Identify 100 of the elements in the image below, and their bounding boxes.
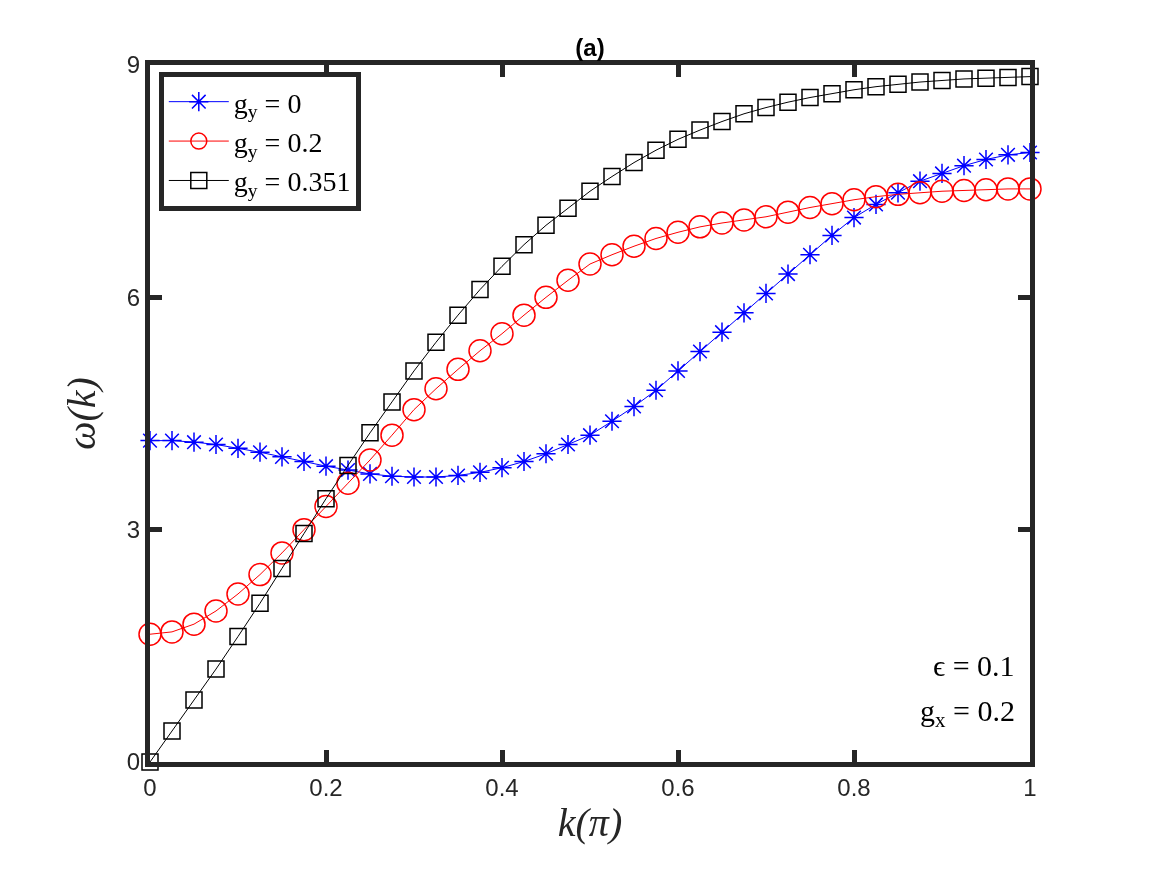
- point: [689, 341, 711, 362]
- point: [493, 257, 511, 276]
- point: [556, 268, 580, 293]
- point: [647, 141, 665, 159]
- point: [975, 149, 997, 170]
- point: [163, 722, 181, 740]
- point: [447, 465, 469, 486]
- point: [865, 194, 887, 215]
- point: [909, 170, 931, 192]
- point: [183, 431, 205, 453]
- point: [578, 252, 602, 276]
- point: [691, 121, 709, 139]
- point: [997, 144, 1019, 166]
- point: [644, 226, 668, 251]
- y-tick-label: 3: [126, 516, 141, 544]
- point: [380, 423, 404, 447]
- point: [273, 559, 291, 578]
- point: [182, 612, 206, 636]
- point: [931, 163, 953, 184]
- point: [820, 191, 844, 216]
- point: [645, 379, 667, 401]
- point: [405, 362, 423, 380]
- point: [314, 494, 338, 519]
- point: [337, 459, 359, 481]
- point: [688, 215, 712, 239]
- y-tick-label: 6: [126, 283, 141, 311]
- point: [603, 167, 621, 186]
- legend-label: g$_{y}$ = 0.351: [233, 166, 351, 202]
- point: [930, 179, 954, 203]
- point: [207, 660, 225, 678]
- y-tick-label: 9: [126, 51, 141, 79]
- point: [427, 333, 445, 351]
- point: [160, 620, 184, 644]
- point: [864, 184, 888, 209]
- point: [581, 182, 599, 200]
- point: [713, 112, 731, 131]
- point: [625, 153, 643, 172]
- point: [534, 285, 558, 310]
- point: [669, 130, 687, 149]
- point: [823, 84, 841, 103]
- point: [271, 446, 293, 468]
- point: [205, 434, 227, 455]
- point: [468, 339, 492, 363]
- point: [204, 599, 228, 623]
- point: [361, 424, 379, 442]
- point: [755, 283, 777, 304]
- x-axis-title: k(π): [557, 800, 623, 846]
- point: [953, 155, 975, 177]
- point: [933, 71, 951, 90]
- annotation: ϵ = 0.1: [933, 649, 1015, 682]
- point: [1019, 142, 1041, 163]
- point: [1018, 177, 1042, 201]
- point: [249, 441, 271, 463]
- point: [845, 81, 863, 99]
- point: [227, 438, 249, 459]
- point: [358, 448, 382, 472]
- point: [735, 105, 753, 123]
- point: [424, 376, 448, 401]
- point: [600, 242, 624, 267]
- legend-label: g$_{y}$ = 0: [233, 87, 302, 123]
- point: [446, 357, 470, 382]
- point: [229, 627, 247, 646]
- y-tick-label: 0: [126, 748, 141, 776]
- point: [381, 465, 403, 487]
- point: [601, 410, 623, 432]
- x-tick-label: 1: [1023, 773, 1037, 801]
- annotation: g$_{x}$ = 0.2: [920, 694, 1015, 733]
- legend-label: g$_{y}$ = 0.2: [233, 126, 323, 162]
- x-tick-label: 0.2: [309, 773, 343, 801]
- point: [449, 306, 467, 324]
- point: [339, 456, 357, 475]
- point: [270, 541, 294, 565]
- point: [293, 451, 315, 472]
- point: [251, 594, 269, 612]
- point: [776, 200, 800, 224]
- point: [469, 462, 491, 483]
- point: [185, 691, 203, 709]
- point: [974, 177, 998, 202]
- point: [908, 181, 932, 205]
- point: [732, 208, 756, 232]
- point: [889, 75, 907, 94]
- x-tick-label: 0.8: [837, 773, 871, 801]
- point: [801, 88, 819, 107]
- point: [799, 244, 821, 266]
- point: [710, 211, 734, 235]
- point: [777, 263, 799, 285]
- point: [403, 466, 425, 488]
- point: [559, 199, 577, 218]
- point: [336, 471, 360, 495]
- point: [754, 205, 778, 229]
- point: [138, 622, 162, 646]
- point: [512, 303, 536, 327]
- point: [292, 517, 316, 542]
- point: [843, 207, 865, 228]
- point: [842, 188, 866, 212]
- point: [821, 225, 843, 246]
- point: [161, 430, 183, 451]
- point: [779, 93, 797, 111]
- chart-title: (a): [575, 34, 605, 62]
- point: [226, 582, 250, 606]
